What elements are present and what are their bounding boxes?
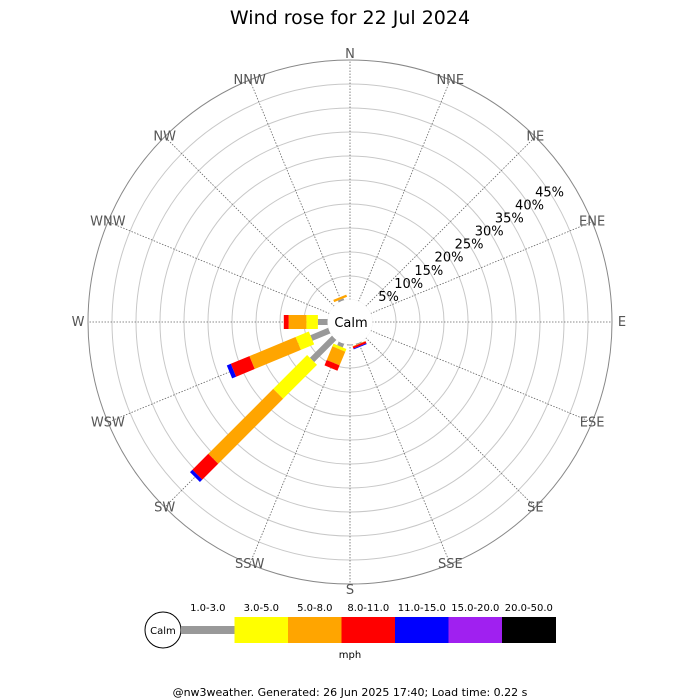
calm-label: Calm (334, 316, 367, 331)
direction-label: NE (526, 130, 544, 145)
legend-bin-label: 1.0-3.0 (190, 603, 225, 614)
wind-bars (190, 294, 367, 482)
footer-text: @nw3weather. Generated: 26 Jun 2025 17:4… (173, 686, 528, 699)
grid-spoke (358, 342, 451, 565)
wind-bar-segment (353, 343, 367, 350)
legend-calm-label: Calm (150, 626, 176, 637)
ring-label: 30% (475, 225, 504, 240)
grid-spoke (365, 337, 536, 508)
wind-bar-segment (208, 388, 284, 464)
wind-bar-segment (324, 360, 340, 371)
wind-bar-segment (310, 327, 331, 341)
legend-swatch (395, 617, 449, 643)
legend-bin-label: 5.0-8.0 (297, 603, 332, 614)
direction-label: N (345, 47, 355, 62)
direction-label: S (346, 583, 354, 598)
wind-bar-segment (337, 298, 345, 303)
ring-label: 45% (535, 185, 564, 200)
wind-bar-segment (306, 315, 318, 329)
legend-swatch (181, 626, 235, 634)
direction-label: ESE (580, 415, 605, 430)
grid-spoke (164, 136, 335, 307)
wind-bar-segment (249, 337, 301, 369)
calm-center: Calm (327, 299, 373, 345)
ring-label: 5% (378, 290, 399, 305)
wind-bar-segment (317, 319, 328, 325)
direction-label: SW (154, 500, 175, 515)
direction-label: NNW (234, 73, 266, 88)
direction-label: NW (153, 130, 176, 145)
wind-bar-segment (288, 315, 307, 329)
direction-label: SE (527, 500, 543, 515)
legend-swatch (448, 617, 503, 643)
grid-spoke (107, 221, 330, 314)
ring-label: 20% (435, 251, 464, 266)
wind-bar-segment (352, 341, 367, 349)
grid-spoke (358, 79, 451, 302)
legend-bin-label: 8.0-11.0 (347, 603, 389, 614)
wind-bar-segment (283, 315, 289, 329)
legend-swatch (341, 617, 396, 643)
legend-swatch (288, 617, 342, 643)
speed-legend: Calm mph 1.0-3.0 3.0-5.0 5.0-8.0 8.0-11.0 11… (144, 603, 556, 661)
direction-label: WNW (90, 215, 126, 230)
legend-swatch (502, 617, 556, 643)
wind-bar-segment (192, 453, 219, 480)
direction-label: W (72, 315, 85, 330)
ring-label: 15% (414, 264, 443, 279)
ring-label: 35% (495, 212, 524, 227)
direction-label: ENE (579, 215, 605, 230)
grid-spoke (370, 221, 593, 314)
grid-spoke (370, 330, 593, 423)
legend-swatch (234, 617, 289, 643)
direction-label: NNE (436, 73, 464, 88)
direction-label: WSW (91, 415, 125, 430)
wind-bar-segment (295, 331, 315, 350)
grid-spoke (249, 342, 342, 565)
wind-bar-segment (190, 469, 203, 482)
ring-label: 10% (394, 277, 423, 292)
grid-spoke (249, 79, 342, 302)
wind-bar-segment (352, 341, 366, 347)
direction-label: SSW (235, 557, 265, 572)
chart-title: Wind rose for 22 Jul 2024 (230, 7, 470, 29)
axis-labels: N NNE NE ENE E ESE SE SSE S SSW SW WSW W WNW NW NNW 5%10… (72, 47, 627, 598)
wind-bar-segment (326, 346, 346, 366)
ring-label: 25% (455, 238, 484, 253)
legend-bin-label: 11.0-15.0 (398, 603, 446, 614)
direction-label: SSE (438, 557, 463, 572)
grid-ring (87, 59, 613, 585)
legend-bin-label: 3.0-5.0 (244, 603, 279, 614)
wind-bar-segment (355, 341, 362, 345)
legend-bin-label: 20.0-50.0 (505, 603, 553, 614)
wind-bar-segment (226, 363, 237, 379)
wind-bar-segment (333, 294, 348, 303)
wind-bar-segment (273, 355, 317, 399)
wind-bar-segment (332, 343, 347, 352)
calm-circle (327, 299, 373, 345)
ring-label: 40% (515, 198, 544, 213)
grid-spoke (365, 136, 536, 307)
direction-label: E (618, 315, 626, 330)
wind-bar-segment (309, 335, 337, 363)
legend-bin-label: 15.0-20.0 (451, 603, 499, 614)
wind-bar-segment (230, 356, 255, 377)
legend-unit: mph (339, 650, 361, 661)
